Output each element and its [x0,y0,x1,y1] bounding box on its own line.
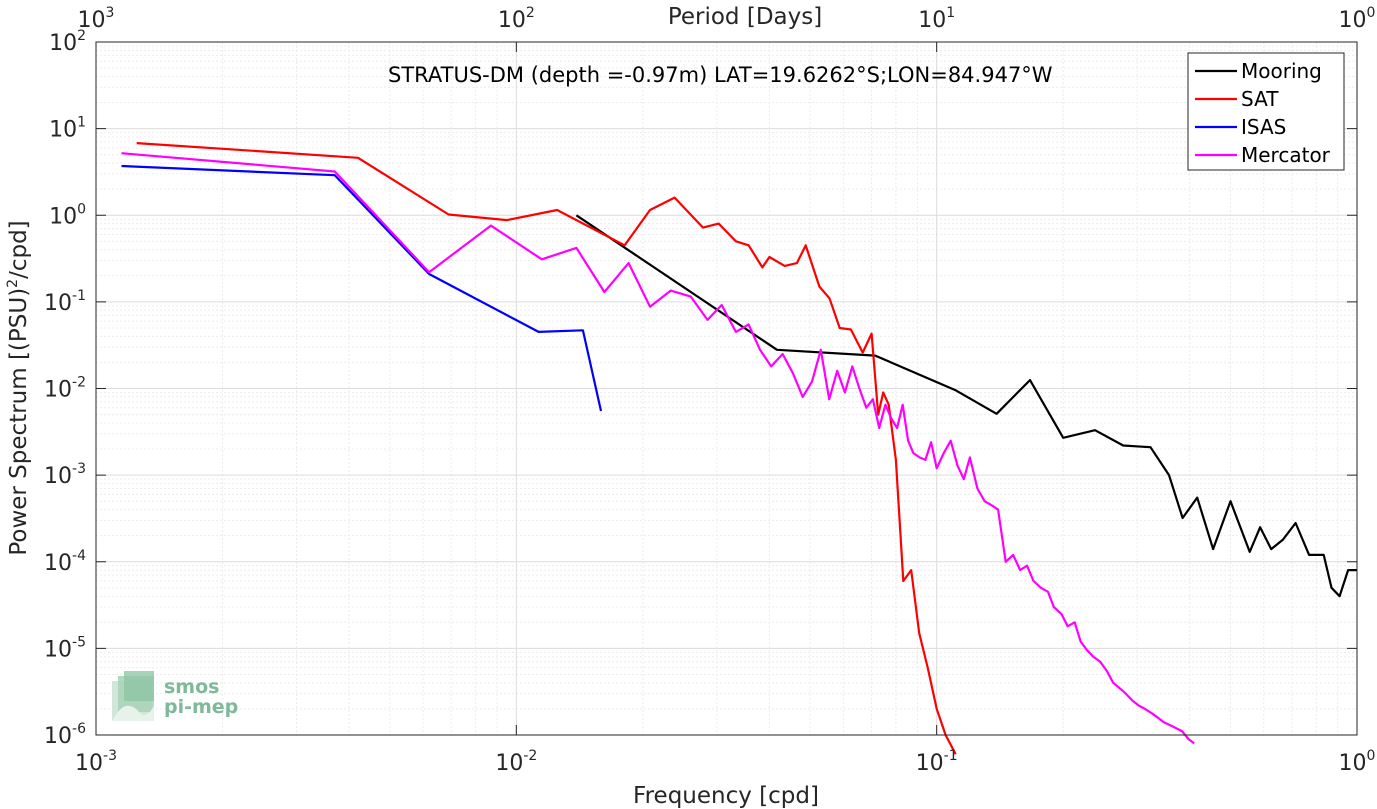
y-tick-label: 101 [49,115,86,143]
logo-line2: pi-mep [164,696,238,718]
series-sat-line [136,142,957,755]
x-tick-label: 100 [1339,748,1376,776]
x-axis-label: Frequency [cpd] [633,783,819,809]
y-axis-label: Power Spectrum [(PSU)2/cpd] [5,220,32,555]
x-tick-label: 10-3 [75,748,117,776]
legend: Mooring SAT ISAS Mercator [1187,52,1345,171]
y-axis-label-main: Power Spectrum [(PSU) [6,288,32,556]
series-mercator-line [121,152,1195,745]
y-tick-label: 102 [49,28,86,56]
y-tick-label: 10-3 [44,461,86,489]
smos-logo: smos pi-mep [112,671,238,721]
series-mooring-line [575,214,1357,598]
y-tick-label: 100 [49,201,86,229]
x-tick-label: 10-2 [495,748,537,776]
top-tick-label: 103 [78,5,115,33]
x-tick-label: 10-1 [916,748,958,776]
y-axis-label-sup: 2 [5,279,21,288]
x-tick-labels: 10-3 10-2 10-1 100 [75,748,1375,776]
y-tick-label: 10-5 [44,634,86,662]
top-tick-label: 102 [498,5,535,33]
legend-box [1187,52,1345,171]
series-layer [121,142,1357,755]
y-tick-label: 10-6 [44,721,86,749]
legend-label-sat: SAT [1241,87,1279,111]
top-tick-label: 100 [1339,5,1376,33]
top-tick-label: 101 [918,5,955,33]
logo-mark-icon [112,671,154,721]
legend-label-mercator: Mercator [1241,143,1331,167]
y-tick-label: 10-4 [44,548,86,576]
y-tick-label: 10-2 [44,375,86,403]
chart-title: STRATUS-DM (depth =-0.97m) LAT=19.6262°S… [388,63,1053,87]
y-tick-label: 10-1 [44,288,86,316]
y-tick-labels: 10-6 10-5 10-4 10-3 10-2 10-1 100 101 102 [44,28,86,749]
top-axis-label: Period [Days] [668,4,822,30]
legend-label-mooring: Mooring [1241,59,1322,83]
legend-label-isas: ISAS [1241,115,1286,139]
top-tick-labels: 103 102 101 100 [78,5,1376,33]
tick-marks [95,41,1358,736]
series-isas-line [121,164,603,412]
y-axis-label-tail: /cpd] [6,220,32,279]
logo-line1: smos [164,676,219,698]
